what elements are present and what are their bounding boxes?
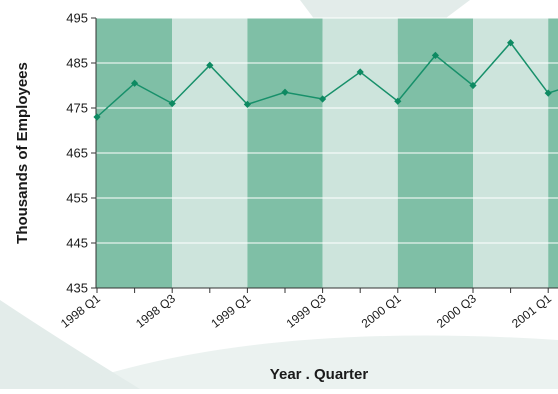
x-tick-label: 1999 Q3 (284, 291, 329, 331)
y-tick-label: 455 (66, 191, 88, 206)
data-point (281, 88, 289, 96)
data-point (507, 39, 515, 47)
data-point (131, 79, 139, 87)
x-tick-label: 1998 Q3 (133, 291, 178, 331)
y-tick-label: 495 (66, 11, 88, 26)
series-line (93, 39, 558, 121)
y-tick-label: 475 (66, 101, 88, 116)
data-point (431, 51, 439, 59)
data-point (394, 97, 402, 105)
x-tick-label: 1999 Q1 (208, 291, 253, 331)
data-point (319, 95, 327, 103)
y-tick-label: 435 (66, 281, 88, 296)
y-tick-label: 485 (66, 56, 88, 71)
data-point (243, 100, 251, 108)
x-axis-title: Year . Quarter (270, 366, 369, 383)
data-point (206, 61, 214, 69)
x-tick-label: 2000 Q1 (359, 291, 404, 331)
y-tick-label: 465 (66, 146, 88, 161)
data-point (356, 68, 364, 76)
y-axis-title: Thousands of Employees (14, 62, 31, 244)
data-point (168, 99, 176, 108)
x-tick-label: 2001 Q1 (509, 291, 554, 331)
x-tick-label: 1998 Q1 (58, 291, 103, 331)
data-point (469, 81, 477, 90)
swoosh-shape-bottom (0, 300, 140, 389)
x-ticks: 1998 Q1 1998 Q3 1999 Q1 1999 Q3 2000 Q1 2000 … (58, 288, 554, 331)
y-tick-label: 445 (66, 236, 88, 251)
x-tick-label: 2000 Q3 (434, 291, 479, 331)
swoosh-shape-bottom-right (60, 335, 558, 389)
data-point (93, 113, 101, 121)
data-point (544, 89, 552, 97)
y-ticks: 435 445 455 465 475 485 495 (66, 11, 96, 296)
